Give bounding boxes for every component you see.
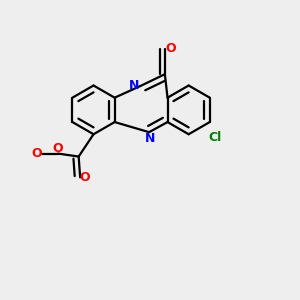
Text: O: O: [52, 142, 63, 155]
Text: N: N: [145, 132, 155, 145]
Text: O: O: [32, 147, 42, 160]
Text: O: O: [79, 171, 90, 184]
Text: O: O: [165, 42, 175, 56]
Text: N: N: [128, 79, 139, 92]
Text: Cl: Cl: [208, 131, 222, 144]
